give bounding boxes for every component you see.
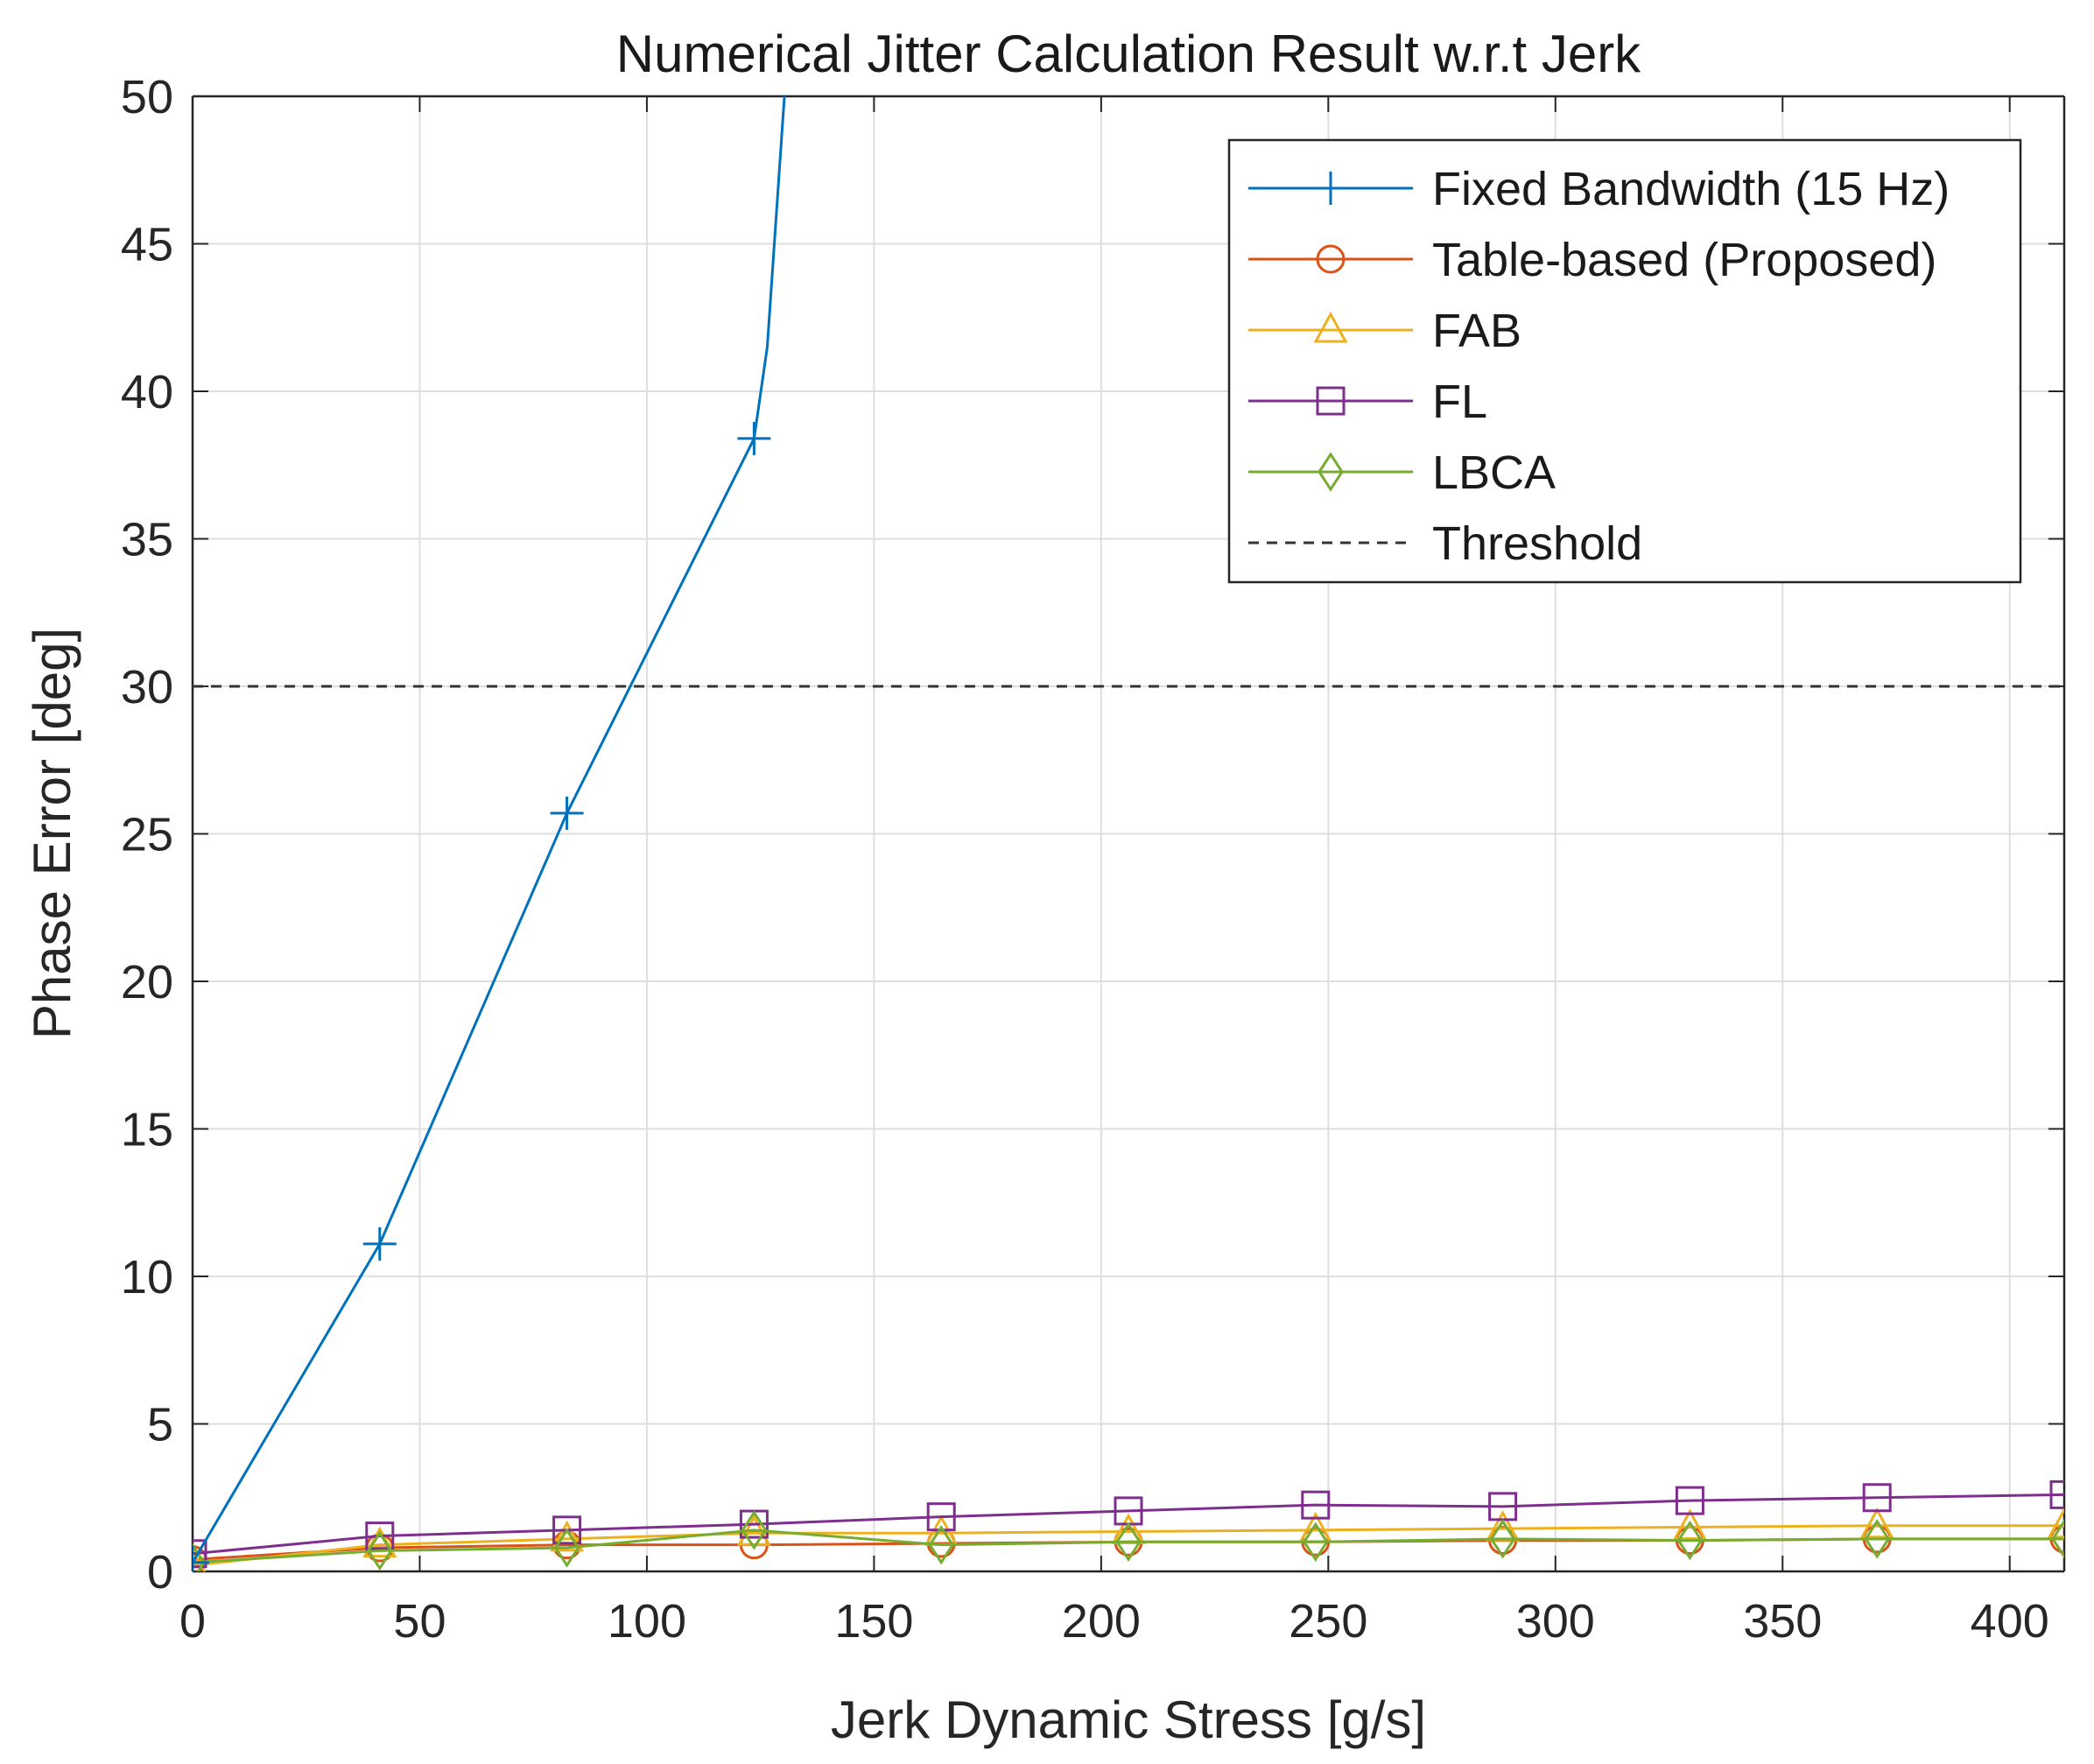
data-point-square: [1675, 1486, 1704, 1515]
legend-label: Table-based (Proposed): [1432, 234, 1936, 286]
data-point-diamond: [1115, 1522, 1142, 1563]
data-point-triangle: [1672, 1508, 1707, 1540]
axes: 0 50 100 150 200 250 300 350 400 0 5 10 15 20 25 30 35 40…: [121, 71, 2066, 1648]
legend-box: [1227, 138, 2022, 584]
y-tick-label: 35: [121, 514, 173, 566]
x-tick-label: 350: [1743, 1595, 1822, 1648]
x-tick-label: 50: [393, 1595, 446, 1648]
data-point-square: [193, 1539, 207, 1569]
data-point-triangle: [2047, 1507, 2064, 1539]
data-point-diamond: [2051, 1519, 2064, 1559]
series-line-square: [193, 1493, 2064, 1556]
legend-label: LBCA: [1432, 446, 1556, 499]
data-point-square: [926, 1502, 956, 1532]
x-tick-label: 150: [834, 1595, 913, 1648]
data-point-diamond: [741, 1510, 768, 1550]
legend-marker-diamond: [1318, 452, 1344, 492]
data-point-diamond: [1303, 1522, 1329, 1563]
x-tick-label: 100: [608, 1595, 686, 1648]
legend-marker-plus: [1314, 172, 1347, 205]
y-tick-label: 45: [121, 219, 173, 271]
y-tick-label: 0: [147, 1546, 173, 1599]
y-tick-label: 25: [121, 809, 173, 861]
data-point-diamond: [553, 1528, 580, 1568]
y-tick-label: 50: [121, 71, 173, 123]
data-point-square: [1301, 1490, 1331, 1520]
legend: Fixed Bandwidth (15 Hz) Table-based (Prop…: [1227, 138, 2022, 584]
legend-marker-square: [1316, 386, 1346, 416]
x-tick-label: 300: [1516, 1595, 1595, 1648]
series-plus: [193, 96, 786, 1571]
chart-title: Numerical Jitter Calculation Result w.r.…: [616, 25, 1641, 83]
y-tick-label: 20: [121, 956, 173, 1009]
x-tick-label: 400: [1971, 1595, 2049, 1648]
y-tick-label: 40: [121, 366, 173, 418]
data-point-diamond: [1489, 1519, 1516, 1559]
plot-series: [193, 96, 2064, 1571]
y-tick-label: 5: [147, 1399, 173, 1451]
data-point-square: [552, 1515, 582, 1545]
legend-marker-triangle: [1313, 311, 1348, 343]
series-line-diamond: [193, 1529, 2064, 1564]
data-point-square: [365, 1522, 395, 1551]
y-tick-label: 15: [121, 1104, 173, 1156]
y-tick-label: 30: [121, 661, 173, 713]
y-tick-label: 10: [121, 1251, 173, 1304]
data-point-diamond: [367, 1530, 393, 1571]
x-tick-label: 250: [1289, 1595, 1367, 1648]
data-point-plus: [550, 796, 584, 830]
data-point-triangle: [550, 1520, 585, 1552]
legend-label: Fixed Bandwidth (15 Hz): [1432, 163, 1950, 215]
series-line-triangle: [193, 1524, 2064, 1567]
data-point-plus: [362, 1226, 397, 1261]
legend-label: FL: [1432, 376, 1487, 428]
x-tick-label: 0: [179, 1595, 206, 1648]
data-point-diamond: [193, 1543, 206, 1571]
series-line-plus: [193, 96, 786, 1564]
series-triangle: [193, 1507, 2064, 1571]
y-axis-title: Phase Error [deg]: [23, 628, 81, 1039]
legend-label-threshold: Threshold: [1432, 517, 1642, 570]
series-diamond: [193, 1510, 2064, 1571]
data-point-triangle: [1859, 1507, 1894, 1539]
data-point-square: [1862, 1483, 1892, 1513]
data-point-plus: [193, 1545, 209, 1571]
x-axis-title: Jerk Dynamic Stress [g/s]: [831, 1690, 1426, 1749]
data-point-diamond: [928, 1524, 954, 1565]
legend-marker-circle: [1316, 244, 1346, 274]
legend-label: FAB: [1432, 305, 1521, 357]
x-tick-label: 200: [1062, 1595, 1141, 1648]
data-point-plus: [737, 421, 771, 455]
data-point-diamond: [1676, 1520, 1704, 1561]
data-point-square: [2049, 1479, 2064, 1509]
data-point-diamond: [1864, 1519, 1890, 1559]
